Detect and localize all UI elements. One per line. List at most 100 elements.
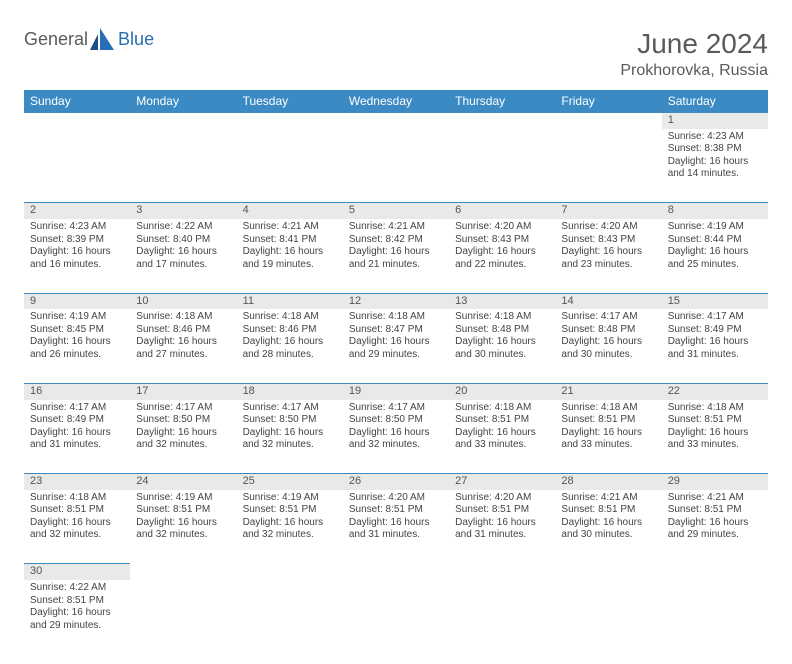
- daylight-line-1: Daylight: 16 hours: [561, 246, 655, 259]
- sunset-line: Sunset: 8:51 PM: [561, 504, 655, 517]
- sunrise-line: Sunrise: 4:17 AM: [349, 402, 443, 415]
- day-cell: Sunrise: 4:18 AMSunset: 8:47 PMDaylight:…: [343, 309, 449, 383]
- daylight-line-1: Daylight: 16 hours: [136, 336, 230, 349]
- daylight-line-2: and 21 minutes.: [349, 259, 443, 272]
- daynum-row: 23242526272829: [24, 474, 768, 490]
- empty-cell: [130, 580, 236, 654]
- empty-cell: [662, 580, 768, 654]
- sunset-line: Sunset: 8:46 PM: [136, 324, 230, 337]
- sunrise-line: Sunrise: 4:17 AM: [136, 402, 230, 415]
- weekday-monday: Monday: [130, 90, 236, 113]
- daynum-row: 2345678: [24, 203, 768, 219]
- daylight-line-1: Daylight: 16 hours: [455, 517, 549, 530]
- day-cell: Sunrise: 4:18 AMSunset: 8:48 PMDaylight:…: [449, 309, 555, 383]
- day-cell: Sunrise: 4:20 AMSunset: 8:43 PMDaylight:…: [555, 219, 661, 293]
- calendar-row: Sunrise: 4:23 AMSunset: 8:38 PMDaylight:…: [24, 129, 768, 203]
- sunrise-line: Sunrise: 4:18 AM: [243, 311, 337, 324]
- sail-icon: [90, 28, 116, 50]
- empty-cell: [555, 113, 661, 129]
- sunrise-line: Sunrise: 4:20 AM: [561, 221, 655, 234]
- daylight-line-1: Daylight: 16 hours: [561, 517, 655, 530]
- sunrise-line: Sunrise: 4:18 AM: [668, 402, 762, 415]
- daylight-line-1: Daylight: 16 hours: [30, 427, 124, 440]
- daynum-row: 16171819202122: [24, 383, 768, 399]
- sunrise-line: Sunrise: 4:19 AM: [668, 221, 762, 234]
- day-number: 15: [662, 293, 768, 309]
- daylight-line-2: and 33 minutes.: [455, 439, 549, 452]
- daylight-line-2: and 29 minutes.: [668, 529, 762, 542]
- daylight-line-1: Daylight: 16 hours: [668, 246, 762, 259]
- empty-cell: [449, 580, 555, 654]
- day-number: 24: [130, 474, 236, 490]
- daylight-line-2: and 33 minutes.: [561, 439, 655, 452]
- daylight-line-2: and 32 minutes.: [243, 529, 337, 542]
- day-cell: Sunrise: 4:18 AMSunset: 8:46 PMDaylight:…: [237, 309, 343, 383]
- day-cell: Sunrise: 4:21 AMSunset: 8:51 PMDaylight:…: [555, 490, 661, 564]
- day-number: 2: [24, 203, 130, 219]
- sunset-line: Sunset: 8:48 PM: [561, 324, 655, 337]
- daylight-line-2: and 25 minutes.: [668, 259, 762, 272]
- day-cell: Sunrise: 4:17 AMSunset: 8:50 PMDaylight:…: [130, 400, 236, 474]
- daynum-row: 9101112131415: [24, 293, 768, 309]
- day-cell: Sunrise: 4:18 AMSunset: 8:51 PMDaylight:…: [662, 400, 768, 474]
- daylight-line-1: Daylight: 16 hours: [349, 246, 443, 259]
- sunrise-line: Sunrise: 4:21 AM: [243, 221, 337, 234]
- empty-cell: [24, 113, 130, 129]
- empty-cell: [555, 129, 661, 203]
- sunrise-line: Sunrise: 4:18 AM: [455, 402, 549, 415]
- daylight-line-1: Daylight: 16 hours: [349, 336, 443, 349]
- daylight-line-1: Daylight: 16 hours: [455, 427, 549, 440]
- empty-cell: [449, 113, 555, 129]
- day-cell: Sunrise: 4:17 AMSunset: 8:49 PMDaylight:…: [24, 400, 130, 474]
- daylight-line-2: and 32 minutes.: [349, 439, 443, 452]
- empty-cell: [555, 564, 661, 580]
- sunset-line: Sunset: 8:43 PM: [455, 234, 549, 247]
- daylight-line-1: Daylight: 16 hours: [136, 427, 230, 440]
- daylight-line-1: Daylight: 16 hours: [243, 427, 337, 440]
- day-cell: Sunrise: 4:18 AMSunset: 8:51 PMDaylight:…: [555, 400, 661, 474]
- sunset-line: Sunset: 8:51 PM: [349, 504, 443, 517]
- daylight-line-2: and 33 minutes.: [668, 439, 762, 452]
- calendar-table: SundayMondayTuesdayWednesdayThursdayFrid…: [24, 90, 768, 654]
- sunset-line: Sunset: 8:51 PM: [136, 504, 230, 517]
- daylight-line-2: and 30 minutes.: [561, 529, 655, 542]
- day-cell: Sunrise: 4:23 AMSunset: 8:38 PMDaylight:…: [662, 129, 768, 203]
- empty-cell: [343, 564, 449, 580]
- daylight-line-2: and 32 minutes.: [136, 529, 230, 542]
- day-number: 4: [237, 203, 343, 219]
- sunset-line: Sunset: 8:49 PM: [668, 324, 762, 337]
- daylight-line-2: and 30 minutes.: [455, 349, 549, 362]
- sunset-line: Sunset: 8:50 PM: [136, 414, 230, 427]
- daylight-line-1: Daylight: 16 hours: [668, 156, 762, 169]
- sunset-line: Sunset: 8:42 PM: [349, 234, 443, 247]
- sunrise-line: Sunrise: 4:18 AM: [136, 311, 230, 324]
- daylight-line-1: Daylight: 16 hours: [349, 427, 443, 440]
- day-number: 20: [449, 383, 555, 399]
- day-cell: Sunrise: 4:17 AMSunset: 8:49 PMDaylight:…: [662, 309, 768, 383]
- sunrise-line: Sunrise: 4:18 AM: [561, 402, 655, 415]
- daylight-line-2: and 31 minutes.: [668, 349, 762, 362]
- daylight-line-2: and 32 minutes.: [243, 439, 337, 452]
- daylight-line-2: and 16 minutes.: [30, 259, 124, 272]
- day-number: 1: [662, 113, 768, 129]
- daylight-line-1: Daylight: 16 hours: [30, 607, 124, 620]
- daylight-line-1: Daylight: 16 hours: [30, 246, 124, 259]
- daylight-line-2: and 14 minutes.: [668, 168, 762, 181]
- sunrise-line: Sunrise: 4:19 AM: [136, 492, 230, 505]
- daylight-line-1: Daylight: 16 hours: [668, 336, 762, 349]
- sunset-line: Sunset: 8:40 PM: [136, 234, 230, 247]
- day-cell: Sunrise: 4:21 AMSunset: 8:51 PMDaylight:…: [662, 490, 768, 564]
- daylight-line-2: and 32 minutes.: [136, 439, 230, 452]
- day-cell: Sunrise: 4:20 AMSunset: 8:51 PMDaylight:…: [343, 490, 449, 564]
- empty-cell: [130, 564, 236, 580]
- sunset-line: Sunset: 8:51 PM: [30, 504, 124, 517]
- daylight-line-1: Daylight: 16 hours: [561, 336, 655, 349]
- empty-cell: [237, 129, 343, 203]
- sunrise-line: Sunrise: 4:22 AM: [30, 582, 124, 595]
- sunset-line: Sunset: 8:50 PM: [243, 414, 337, 427]
- sunset-line: Sunset: 8:51 PM: [455, 504, 549, 517]
- calendar-row: Sunrise: 4:17 AMSunset: 8:49 PMDaylight:…: [24, 400, 768, 474]
- daylight-line-2: and 23 minutes.: [561, 259, 655, 272]
- day-number: 29: [662, 474, 768, 490]
- daylight-line-2: and 31 minutes.: [455, 529, 549, 542]
